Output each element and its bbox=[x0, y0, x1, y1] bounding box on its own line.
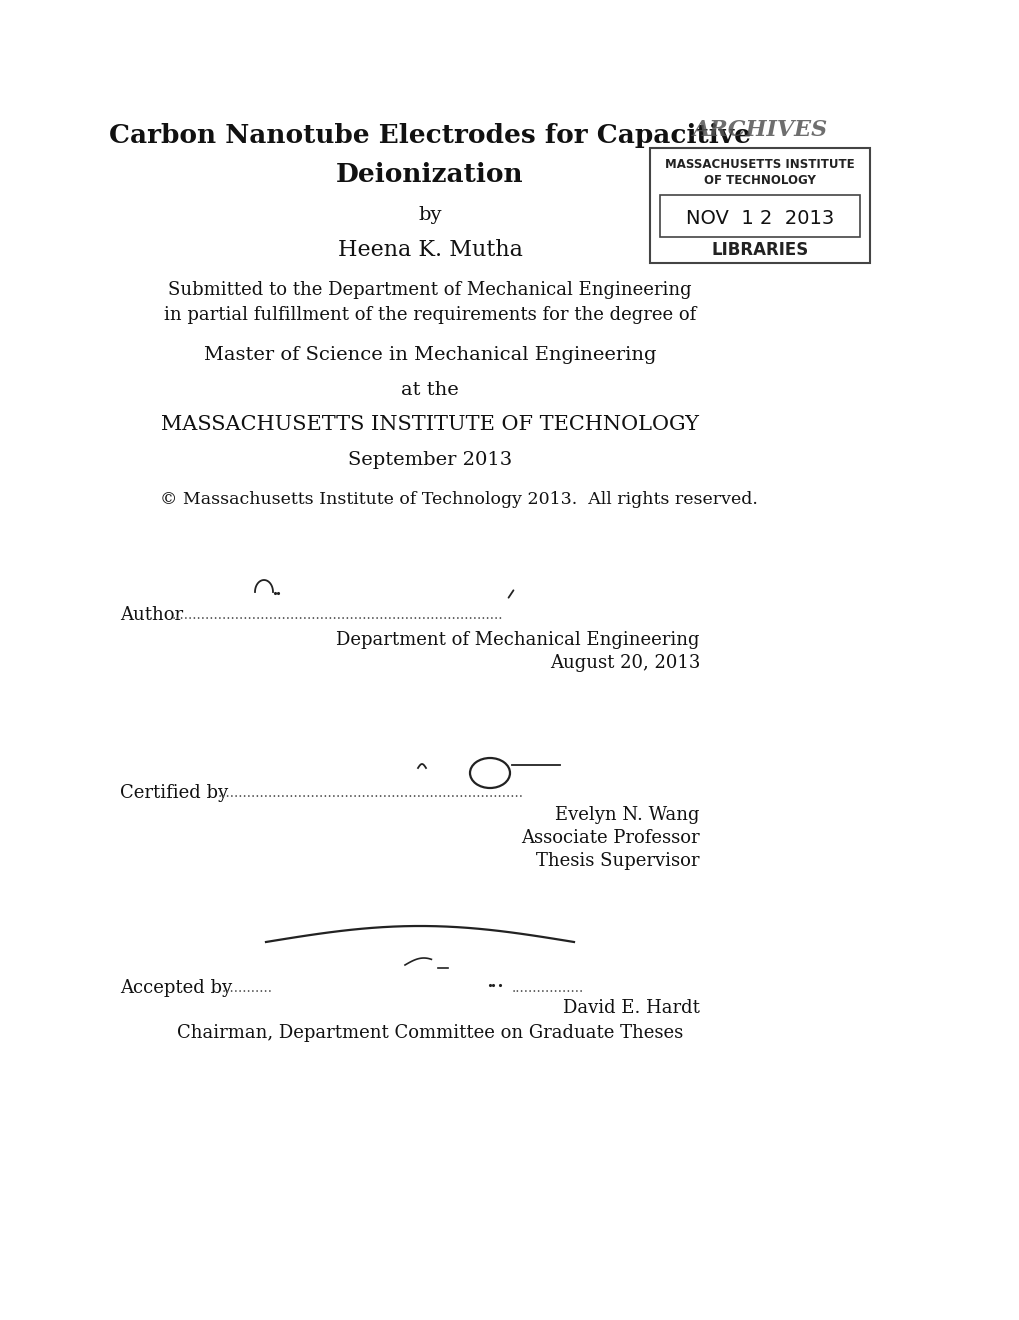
Text: ........................................................................: ........................................… bbox=[218, 785, 524, 800]
Text: MASSACHUSETTS INSTITUTE: MASSACHUSETTS INSTITUTE bbox=[664, 158, 854, 172]
Text: August 20, 2013: August 20, 2013 bbox=[549, 653, 699, 672]
Text: ............: ............ bbox=[222, 981, 273, 995]
Text: Heena K. Mutha: Heena K. Mutha bbox=[337, 239, 522, 261]
Text: Accepted by: Accepted by bbox=[120, 979, 232, 997]
Text: Master of Science in Mechanical Engineering: Master of Science in Mechanical Engineer… bbox=[204, 346, 655, 364]
Text: © Massachusetts Institute of Technology 2013.  All rights reserved.: © Massachusetts Institute of Technology … bbox=[160, 491, 757, 508]
Text: Author: Author bbox=[120, 606, 183, 624]
Text: Certified by: Certified by bbox=[120, 784, 228, 803]
Bar bbox=[649, 148, 869, 263]
Text: Chairman, Department Committee on Graduate Theses: Chairman, Department Committee on Gradua… bbox=[176, 1024, 683, 1041]
Text: .................: ................. bbox=[512, 981, 584, 995]
Text: Evelyn N. Wang: Evelyn N. Wang bbox=[555, 807, 699, 824]
Text: Associate Professor: Associate Professor bbox=[521, 829, 699, 847]
Text: Deionization: Deionization bbox=[336, 162, 524, 187]
Text: NOV  1 2  2013: NOV 1 2 2013 bbox=[685, 210, 834, 228]
Text: Submitted to the Department of Mechanical Engineering: Submitted to the Department of Mechanica… bbox=[168, 281, 691, 300]
Text: MASSACHUSETTS INSTITUTE OF TECHNOLOGY: MASSACHUSETTS INSTITUTE OF TECHNOLOGY bbox=[161, 416, 698, 434]
Text: at the: at the bbox=[400, 381, 459, 399]
Text: in partial fulfillment of the requirements for the degree of: in partial fulfillment of the requiremen… bbox=[164, 306, 695, 323]
Bar bbox=[659, 195, 859, 238]
Text: ARCHIVES: ARCHIVES bbox=[692, 119, 826, 141]
Text: David E. Hardt: David E. Hardt bbox=[562, 999, 699, 1016]
Text: September 2013: September 2013 bbox=[347, 451, 512, 469]
Text: LIBRARIES: LIBRARIES bbox=[710, 242, 808, 259]
Text: by: by bbox=[418, 206, 441, 224]
Text: OF TECHNOLOGY: OF TECHNOLOGY bbox=[703, 173, 815, 186]
Text: Carbon Nanotube Electrodes for Capacitive: Carbon Nanotube Electrodes for Capacitiv… bbox=[109, 123, 750, 148]
Text: Thesis Supervisor: Thesis Supervisor bbox=[536, 851, 699, 870]
Text: Department of Mechanical Engineering: Department of Mechanical Engineering bbox=[336, 631, 699, 649]
Text: ..............................................................................: ........................................… bbox=[172, 609, 503, 622]
